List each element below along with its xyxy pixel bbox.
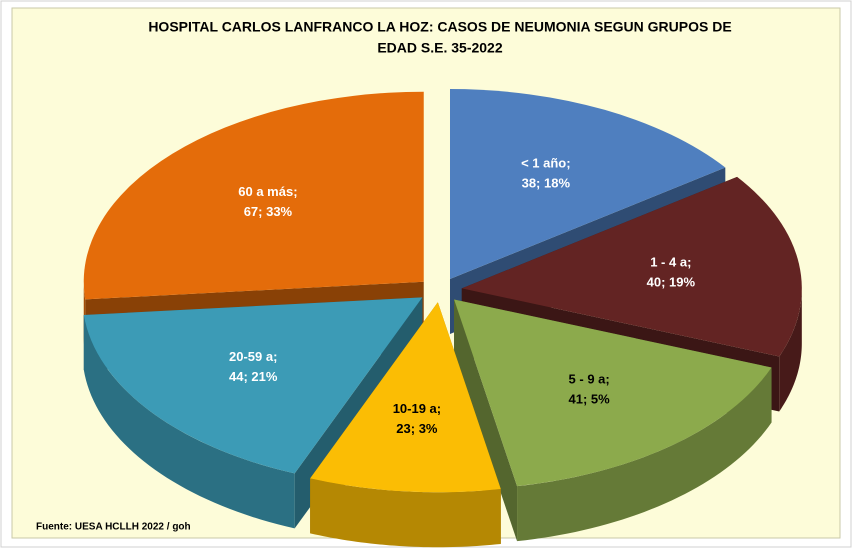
slice-labels: < 1 año; 38; 18% 1 - 4 a; 40; 19% 5 - 9 a; 41… xyxy=(229,156,695,436)
slice-category-label: 10-19 a; xyxy=(393,401,441,416)
slice-wall xyxy=(310,478,501,548)
slice-value-label: 40; 19% xyxy=(647,275,696,290)
slice-category-label: 60 a más; xyxy=(238,184,297,199)
slice xyxy=(310,302,501,493)
slice-wall xyxy=(779,288,802,412)
slice-value-label: 44; 21% xyxy=(229,369,278,384)
slice-tops xyxy=(83,89,802,493)
slice-value-label: 23; 3% xyxy=(396,421,438,436)
pie: < 1 año; 38; 18% 1 - 4 a; 40; 19% 5 - 9 a; 41… xyxy=(83,89,802,548)
slice-value-label: 38; 18% xyxy=(522,176,571,191)
slice-value-label: 41; 5% xyxy=(569,391,611,406)
slice xyxy=(83,91,424,300)
slice-value-label: 67; 33% xyxy=(244,204,293,219)
slice-wall xyxy=(517,367,772,542)
slice-wall xyxy=(83,315,295,529)
slice xyxy=(454,299,772,487)
slice-category-label: < 1 año; xyxy=(521,156,571,171)
slice xyxy=(83,297,423,474)
slice xyxy=(449,89,726,280)
source-note: Fuente: UESA HCLLH 2022 / goh xyxy=(36,522,191,533)
slice xyxy=(461,176,802,357)
chart-subtitle: EDAD S.E. 35-2022 xyxy=(377,40,502,56)
slice-category-label: 20-59 a; xyxy=(229,349,277,364)
slice-side xyxy=(454,299,518,542)
slice-category-label: 1 - 4 a; xyxy=(650,255,691,270)
chart-title: HOSPITAL CARLOS LANFRANCO LA HOZ: CASOS … xyxy=(148,19,731,35)
slice-category-label: 5 - 9 a; xyxy=(569,371,610,386)
